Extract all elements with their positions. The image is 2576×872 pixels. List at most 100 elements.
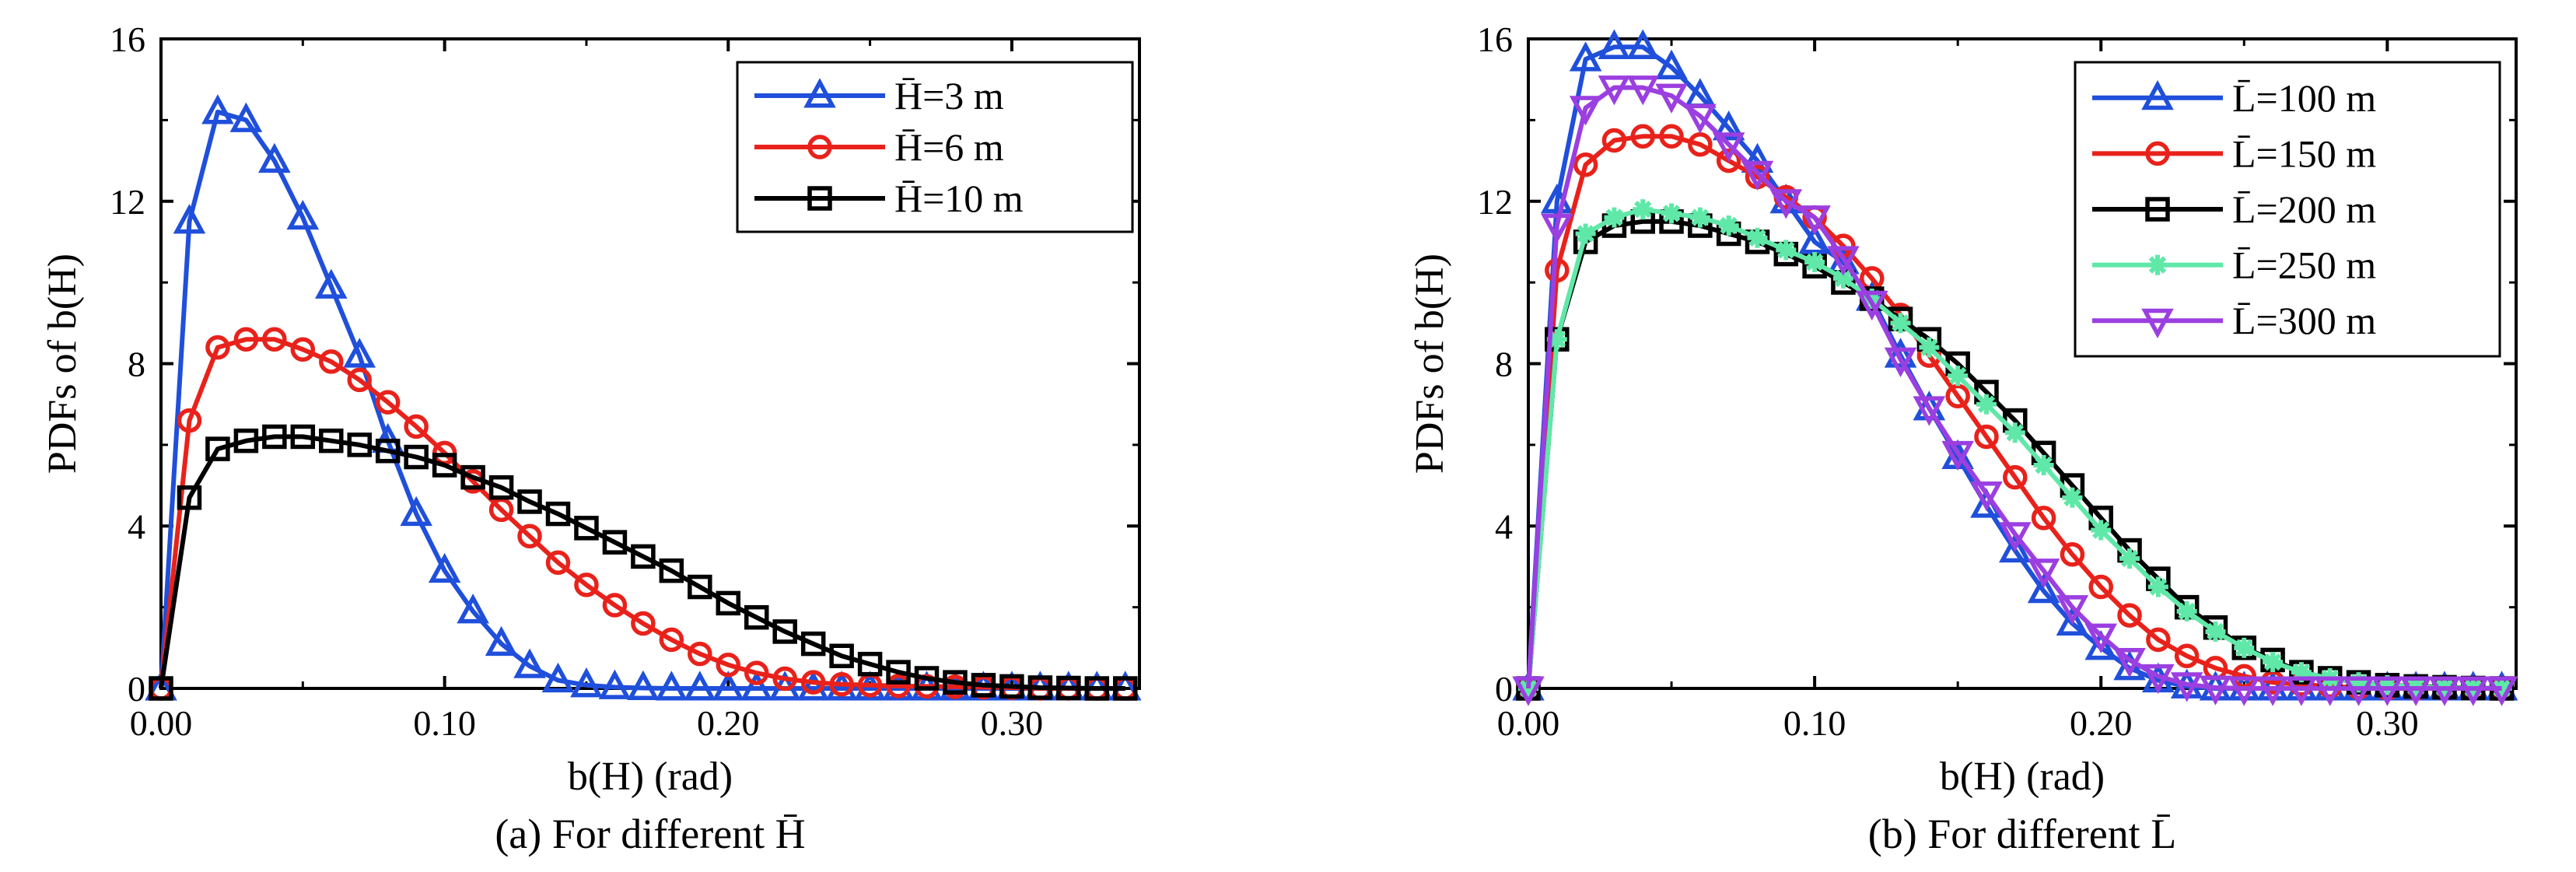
data-point xyxy=(740,671,773,701)
data-point xyxy=(1655,83,1688,114)
data-point xyxy=(1569,41,1602,72)
data-point xyxy=(1798,205,1831,236)
data-point xyxy=(347,367,372,393)
data-point xyxy=(2399,676,2432,706)
x-tick-label: 0.00 xyxy=(1497,703,1560,743)
data-point xyxy=(400,496,432,527)
chart-caption: (b) For different L̄ xyxy=(1868,811,2176,857)
x-tick-label: 0.30 xyxy=(981,703,1044,743)
data-point xyxy=(886,660,911,685)
data-point xyxy=(2313,676,2347,706)
legend-box xyxy=(2074,61,2501,358)
data-point xyxy=(772,666,797,692)
data-point xyxy=(796,671,830,701)
x-axis-label: b(H) (rad) xyxy=(568,755,733,799)
data-point xyxy=(627,670,660,700)
data-point xyxy=(1948,366,1969,387)
data-point xyxy=(631,544,656,569)
data-point xyxy=(1541,213,1573,243)
data-point xyxy=(545,550,571,575)
series-line xyxy=(159,434,1125,691)
legend-label: L̄=150 m xyxy=(2232,131,2376,175)
y-tick-label: 8 xyxy=(1495,345,1513,384)
data-point xyxy=(517,524,542,549)
legend-label: H̄=3 m xyxy=(894,74,1004,117)
data-point xyxy=(2256,676,2289,706)
data-point xyxy=(2027,559,2060,589)
series-line xyxy=(159,337,1125,691)
data-point xyxy=(829,672,854,697)
data-point xyxy=(2056,605,2089,636)
data-point xyxy=(857,651,883,677)
data-point xyxy=(457,594,489,624)
data-point xyxy=(177,408,202,433)
data-point xyxy=(2342,676,2375,706)
data-point xyxy=(1884,338,1917,368)
data-point xyxy=(343,338,376,368)
data-point xyxy=(1999,532,2032,563)
chart-a: 0 4 8 12 16 0.00 0.10 0.20 0.30 b(H) (rad) PDFs of… xyxy=(40,19,1142,857)
data-point xyxy=(177,485,202,510)
data-point xyxy=(1084,676,1110,701)
legend-marker xyxy=(2145,197,2170,222)
data-point xyxy=(1945,383,1970,408)
series-4 xyxy=(1512,75,2518,706)
data-point xyxy=(404,414,429,440)
data-point xyxy=(602,593,628,618)
data-point xyxy=(290,337,316,362)
data-point xyxy=(375,390,401,415)
data-point xyxy=(1689,207,1710,228)
data-point xyxy=(1573,152,1598,177)
legend-marker xyxy=(2147,254,2168,275)
data-point xyxy=(744,604,769,630)
y-tick-label: 12 xyxy=(1477,182,1513,222)
data-point xyxy=(1598,75,1631,106)
data-point xyxy=(598,669,632,699)
series-2 xyxy=(149,424,1138,701)
x-tick-label: 0.20 xyxy=(697,703,760,743)
data-point xyxy=(1027,675,1053,700)
data-point xyxy=(2371,676,2404,706)
data-point xyxy=(688,641,712,667)
data-point xyxy=(1569,96,1602,126)
data-point xyxy=(772,619,797,644)
data-point xyxy=(1884,347,1917,378)
data-point xyxy=(517,489,542,514)
data-point xyxy=(1999,522,2032,552)
data-point xyxy=(233,327,259,352)
data-point xyxy=(1626,29,1660,59)
data-point xyxy=(659,558,684,583)
data-point xyxy=(1716,148,1741,173)
data-point xyxy=(347,432,372,457)
data-point xyxy=(1941,440,1974,471)
data-point xyxy=(2147,576,2168,597)
data-point xyxy=(1604,207,1625,228)
data-point xyxy=(2084,630,2118,660)
data-point xyxy=(2088,574,2113,600)
x-tick-label: 0.10 xyxy=(1783,703,1846,743)
legend-marker xyxy=(807,186,832,211)
data-point xyxy=(886,674,911,699)
data-point xyxy=(286,199,320,230)
y-tick-label: 0 xyxy=(128,669,145,709)
legend-label: L̄=200 m xyxy=(2232,187,2376,231)
data-point xyxy=(1712,132,1745,163)
data-point xyxy=(290,424,316,450)
data-point xyxy=(1855,290,1888,320)
legend-marker xyxy=(2141,308,2174,338)
data-point xyxy=(1804,252,1825,273)
data-point xyxy=(1827,246,1860,276)
legend-label: L̄=300 m xyxy=(2232,299,2376,342)
data-point xyxy=(1659,124,1684,149)
legend-label: L̄=100 m xyxy=(2232,76,2376,120)
data-point xyxy=(2174,643,2200,668)
data-point xyxy=(1913,396,1946,426)
data-point xyxy=(2119,548,2140,569)
data-point xyxy=(2170,672,2203,702)
data-point xyxy=(1688,131,1713,157)
y-tick-label: 16 xyxy=(1477,19,1513,59)
data-point xyxy=(684,671,716,701)
data-point xyxy=(1575,223,1596,244)
data-point xyxy=(2004,422,2025,443)
data-point xyxy=(485,625,518,657)
